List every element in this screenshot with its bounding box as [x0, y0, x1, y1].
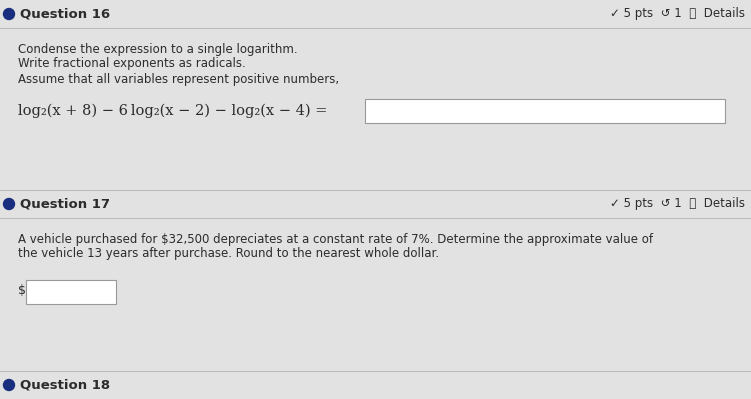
FancyBboxPatch shape	[0, 371, 751, 399]
FancyBboxPatch shape	[0, 28, 751, 190]
Text: A vehicle purchased for $32,500 depreciates at a constant rate of 7%. Determine : A vehicle purchased for $32,500 deprecia…	[18, 233, 653, 245]
Text: ✓ 5 pts  ↺ 1  ⓘ  Details: ✓ 5 pts ↺ 1 ⓘ Details	[610, 8, 745, 20]
FancyBboxPatch shape	[0, 0, 751, 28]
Text: Condense the expression to a single logarithm.: Condense the expression to a single loga…	[18, 43, 297, 55]
Text: $: $	[18, 284, 26, 298]
Text: Question 16: Question 16	[20, 8, 110, 20]
FancyBboxPatch shape	[26, 280, 116, 304]
Text: log₂(x + 8) − 6 log₂(x − 2) − log₂(x − 4) =: log₂(x + 8) − 6 log₂(x − 2) − log₂(x − 4…	[18, 104, 327, 118]
FancyBboxPatch shape	[0, 218, 751, 371]
Text: Question 18: Question 18	[20, 379, 110, 391]
Circle shape	[4, 198, 14, 209]
FancyBboxPatch shape	[0, 190, 751, 218]
FancyBboxPatch shape	[365, 99, 725, 123]
Text: Write fractional exponents as radicals.: Write fractional exponents as radicals.	[18, 57, 246, 71]
Circle shape	[4, 8, 14, 20]
Text: Assume that all variables represent positive numbers,: Assume that all variables represent posi…	[18, 73, 339, 85]
Circle shape	[4, 379, 14, 391]
Text: the vehicle 13 years after purchase. Round to the nearest whole dollar.: the vehicle 13 years after purchase. Rou…	[18, 247, 439, 259]
Text: Question 17: Question 17	[20, 198, 110, 211]
Text: ✓ 5 pts  ↺ 1  ⓘ  Details: ✓ 5 pts ↺ 1 ⓘ Details	[610, 198, 745, 211]
